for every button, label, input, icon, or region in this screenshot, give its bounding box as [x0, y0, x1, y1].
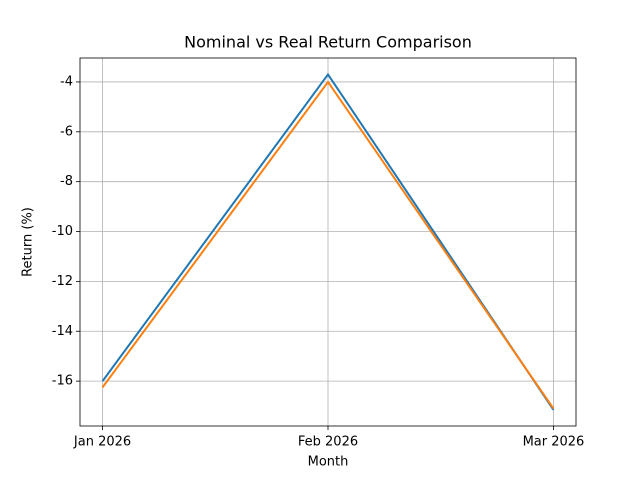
chart-title: Nominal vs Real Return Comparison [184, 33, 472, 52]
y-tick-label: -10 [52, 224, 73, 239]
y-axis-label: Return (%) [21, 207, 36, 277]
axes-frame [79, 57, 577, 427]
plot-area: -16 -14 -12 -10 -8 -6 -4 Jan 2026 Feb 2026 Mar 20… [52, 58, 585, 450]
x-axis-label: Month [308, 455, 349, 470]
line-series [101, 80, 555, 410]
y-tick-label: -12 [52, 274, 73, 289]
y-tick-label: -6 [60, 124, 73, 139]
x-tick-label: Jan 2026 [73, 435, 131, 450]
x-tick-label: Feb 2026 [298, 435, 358, 450]
x-tick-label: Mar 2026 [523, 435, 585, 450]
y-tick-label: -4 [60, 74, 73, 89]
y-tick-label: -16 [52, 374, 73, 389]
y-tick-label: -8 [60, 174, 73, 189]
y-tick-label: -14 [52, 324, 73, 339]
